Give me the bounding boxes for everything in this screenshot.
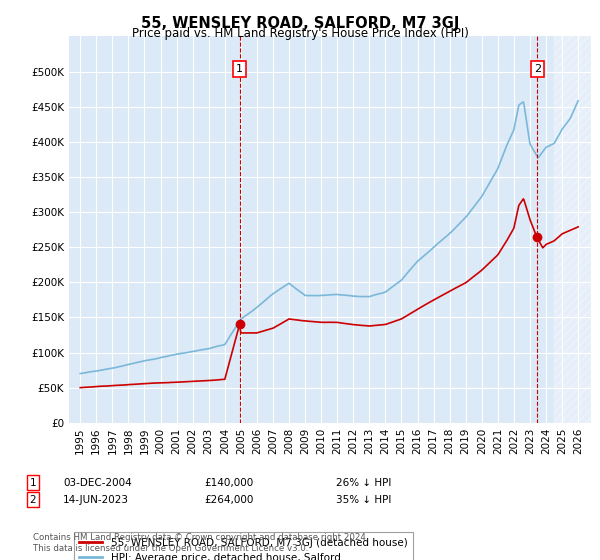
Text: £264,000: £264,000 xyxy=(204,494,253,505)
Text: 26% ↓ HPI: 26% ↓ HPI xyxy=(336,478,391,488)
Text: 03-DEC-2004: 03-DEC-2004 xyxy=(63,478,132,488)
Text: 35% ↓ HPI: 35% ↓ HPI xyxy=(336,494,391,505)
Text: 2: 2 xyxy=(533,64,541,74)
Text: Price paid vs. HM Land Registry's House Price Index (HPI): Price paid vs. HM Land Registry's House … xyxy=(131,27,469,40)
Bar xyxy=(554,36,591,423)
Text: Contains HM Land Registry data © Crown copyright and database right 2024.
This d: Contains HM Land Registry data © Crown c… xyxy=(33,533,368,553)
Text: 14-JUN-2023: 14-JUN-2023 xyxy=(63,494,129,505)
Text: 1: 1 xyxy=(29,478,37,488)
Text: 55, WENSLEY ROAD, SALFORD, M7 3GJ: 55, WENSLEY ROAD, SALFORD, M7 3GJ xyxy=(141,16,459,31)
Text: 2: 2 xyxy=(29,494,37,505)
Text: £140,000: £140,000 xyxy=(204,478,253,488)
Text: 1: 1 xyxy=(236,64,243,74)
Legend: 55, WENSLEY ROAD, SALFORD, M7 3GJ (detached house), HPI: Average price, detached: 55, WENSLEY ROAD, SALFORD, M7 3GJ (detac… xyxy=(74,533,413,560)
